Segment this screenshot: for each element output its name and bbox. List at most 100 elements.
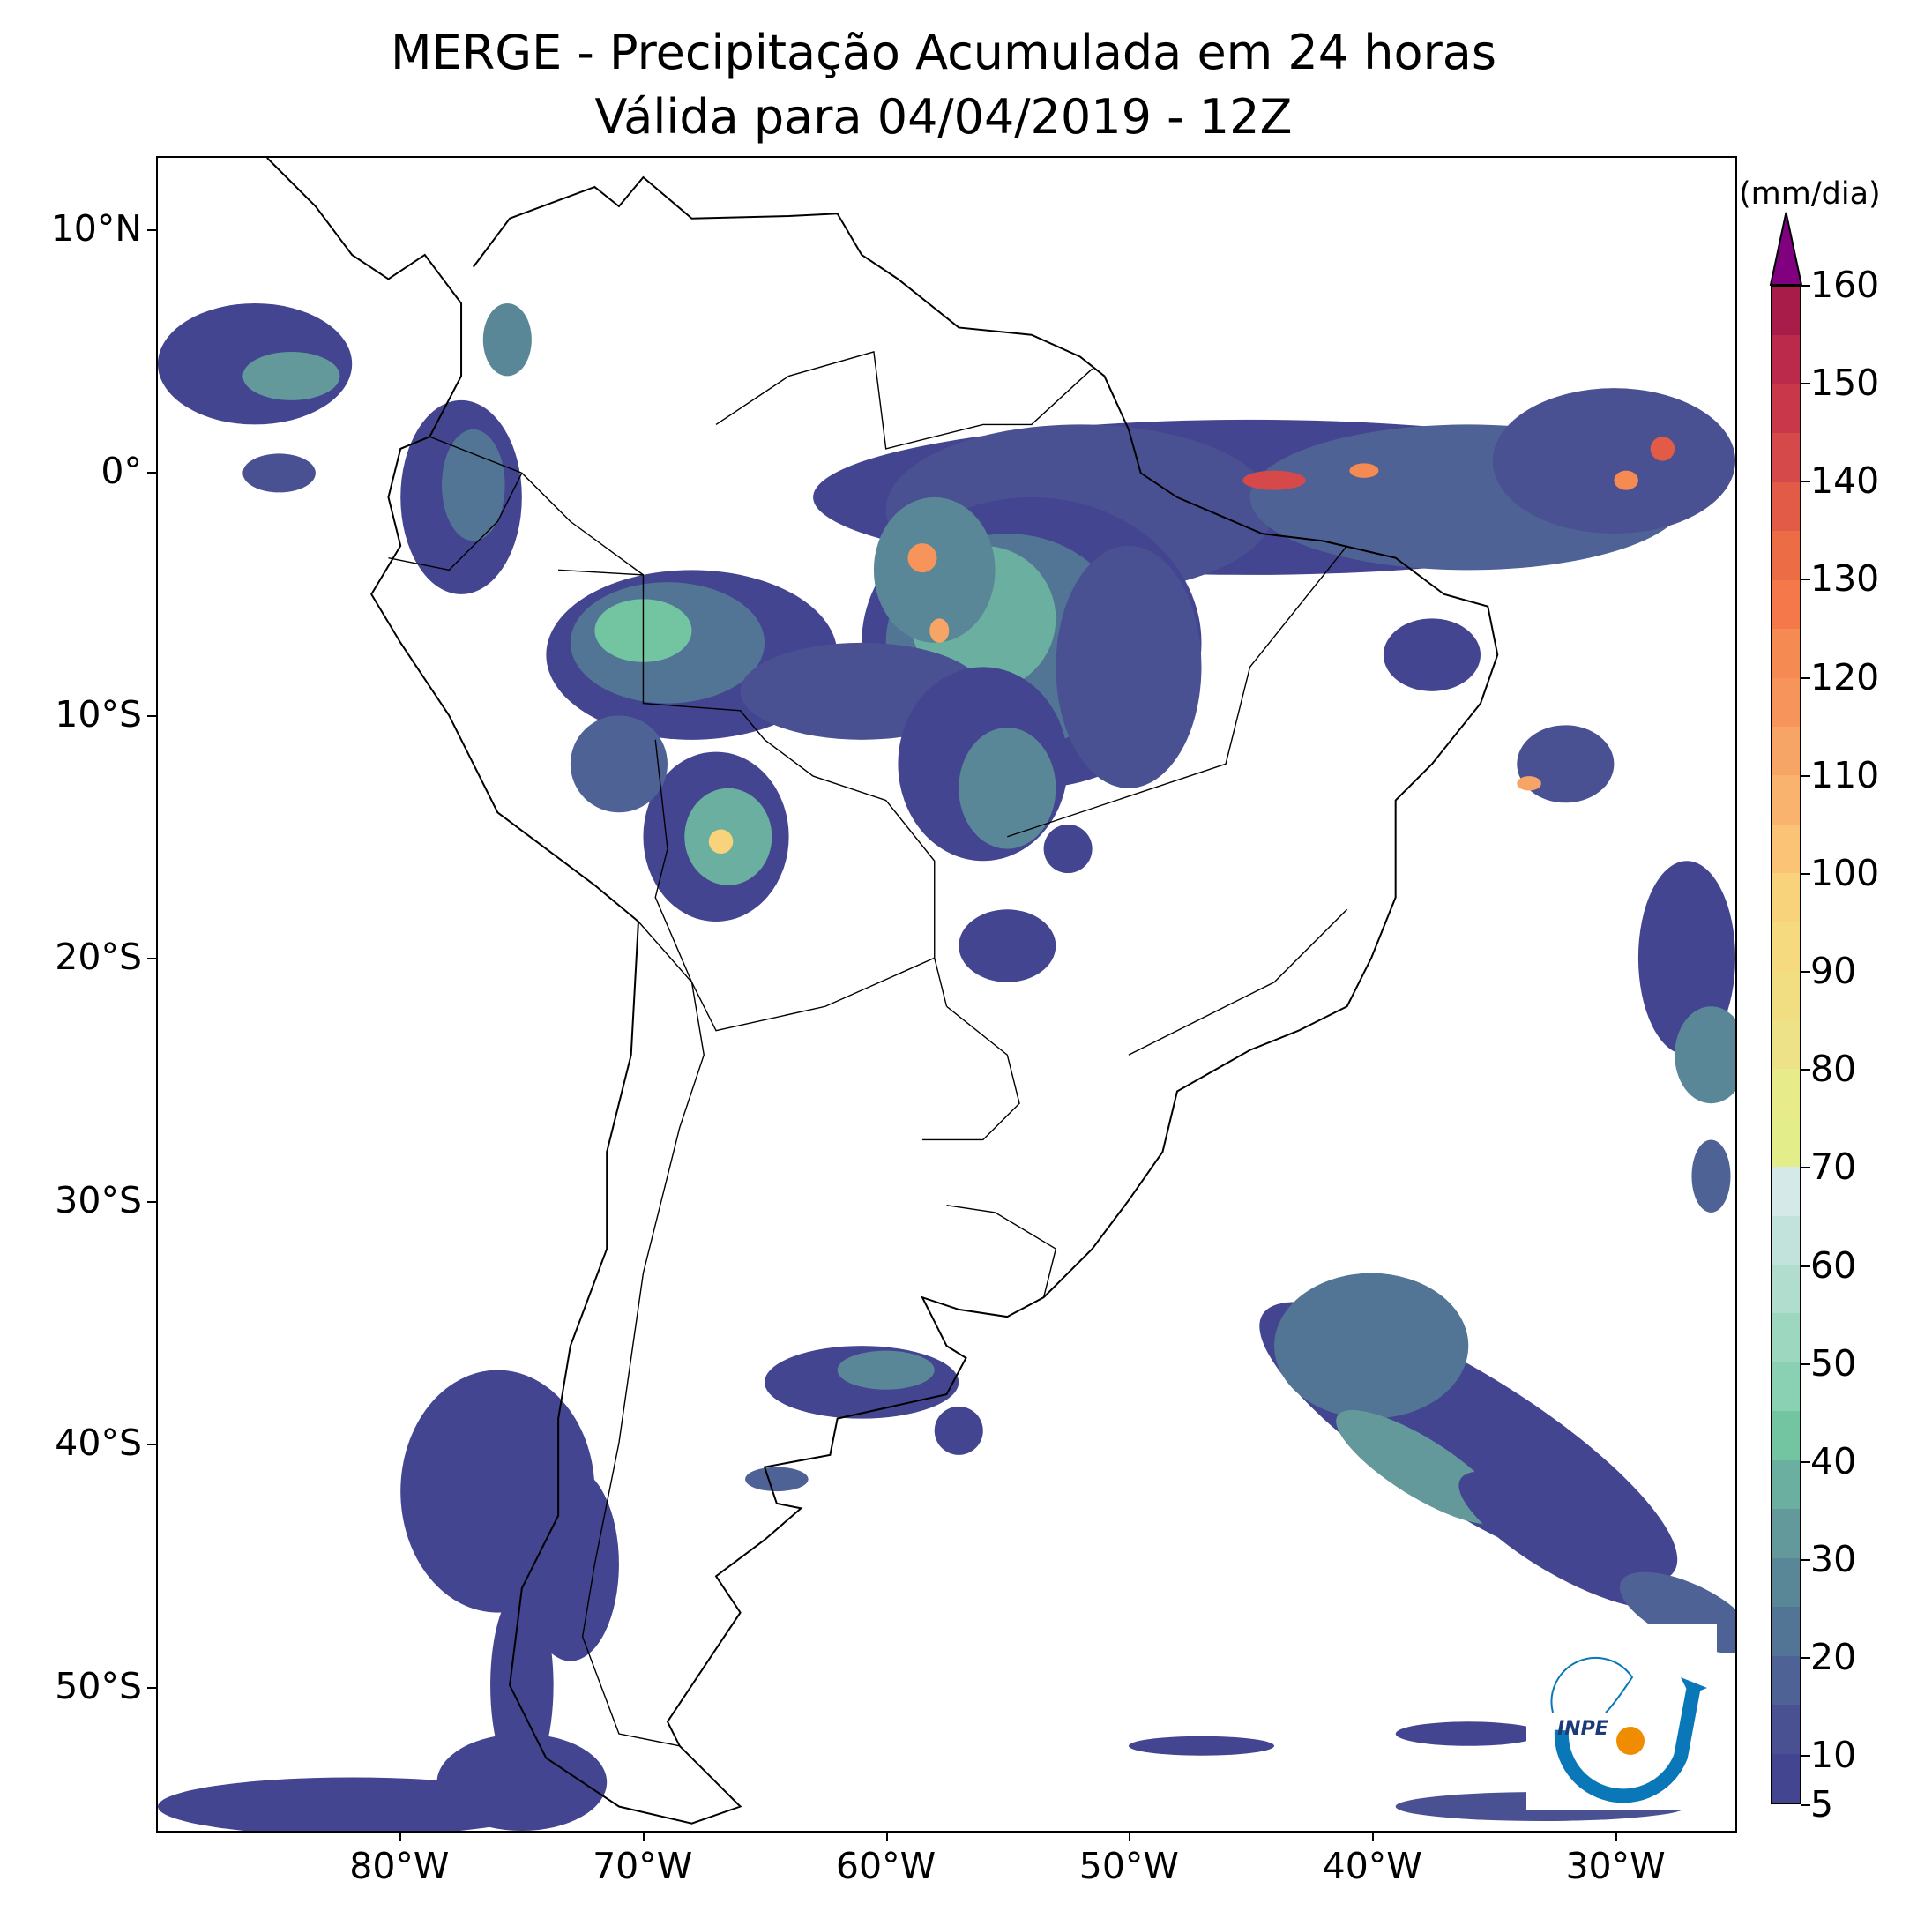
colorbar-tick-mark bbox=[1801, 1362, 1810, 1365]
lat-tick-mark bbox=[147, 228, 156, 231]
lon-tick-mark bbox=[399, 1833, 401, 1841]
precip-area bbox=[1458, 1471, 1673, 1609]
lat-tick-label: 30°S bbox=[55, 1178, 142, 1221]
colorbar-tick-mark bbox=[1801, 1804, 1810, 1806]
colorbar-segment bbox=[1772, 1607, 1800, 1656]
colorbar-segment bbox=[1772, 1362, 1800, 1412]
colorbar-extend-arrow bbox=[1769, 212, 1803, 286]
precip-area bbox=[570, 715, 668, 813]
colorbar-tick-label: 90 bbox=[1810, 950, 1857, 993]
country-border bbox=[1007, 546, 1346, 837]
precip-area bbox=[242, 453, 316, 493]
precipitation-map: INPE bbox=[156, 156, 1737, 1833]
precip-area bbox=[1395, 1721, 1541, 1746]
precip-area bbox=[1614, 470, 1638, 490]
lon-tick-mark bbox=[1615, 1833, 1618, 1841]
colorbar-tick-label: 50 bbox=[1810, 1341, 1857, 1385]
colorbar-tick-label: 150 bbox=[1810, 362, 1880, 405]
colorbar-segment bbox=[1772, 677, 1800, 728]
lat-tick-mark bbox=[147, 472, 156, 474]
colorbar-tick-label: 160 bbox=[1810, 264, 1880, 306]
colorbar-segment bbox=[1772, 971, 1800, 1020]
colorbar-tick-label: 140 bbox=[1810, 459, 1880, 503]
colorbar-segment bbox=[1772, 579, 1800, 630]
colorbar-segment bbox=[1772, 629, 1800, 678]
colorbar bbox=[1771, 285, 1801, 1804]
precip-area bbox=[934, 1406, 983, 1455]
coastline bbox=[267, 158, 1497, 1824]
precip-area bbox=[1274, 1273, 1469, 1419]
country-border bbox=[388, 473, 521, 570]
colorbar-tick-mark bbox=[1801, 1167, 1810, 1169]
colorbar-tick-label: 40 bbox=[1810, 1439, 1857, 1482]
colorbar-tick-label: 10 bbox=[1810, 1734, 1857, 1777]
colorbar-tick-mark bbox=[1801, 1069, 1810, 1071]
precip-area bbox=[837, 1350, 935, 1390]
country-border bbox=[583, 922, 705, 1746]
colorbar-tick-mark bbox=[1801, 1657, 1810, 1660]
colorbar-segment bbox=[1772, 1117, 1800, 1168]
lon-tick-label: 40°W bbox=[1322, 1845, 1422, 1887]
colorbar-segment bbox=[1772, 1265, 1800, 1314]
precip-area bbox=[482, 302, 532, 377]
colorbar-tick-label: 20 bbox=[1810, 1636, 1857, 1679]
precip-area bbox=[708, 829, 734, 855]
chart-title: MERGE - Precipitação Acumulada em 24 hor… bbox=[391, 25, 1496, 80]
colorbar-tick-label: 120 bbox=[1810, 655, 1880, 698]
lat-tick-label: 10°N bbox=[50, 206, 142, 250]
colorbar-segment bbox=[1772, 1459, 1800, 1510]
colorbar-tick-label: 100 bbox=[1810, 851, 1880, 894]
precip-area bbox=[1043, 825, 1093, 874]
country-border bbox=[429, 437, 643, 575]
lon-tick-mark bbox=[642, 1833, 645, 1841]
colorbar-tick-label: 80 bbox=[1810, 1048, 1857, 1091]
lon-tick-label: 60°W bbox=[835, 1845, 936, 1887]
lat-tick-mark bbox=[147, 1444, 156, 1446]
colorbar-segment bbox=[1772, 1167, 1800, 1216]
lon-tick-mark bbox=[1372, 1833, 1375, 1841]
precip-area bbox=[442, 429, 505, 541]
lat-tick-label: 40°S bbox=[55, 1422, 142, 1465]
precip-area bbox=[490, 1588, 554, 1783]
precip-area bbox=[1650, 437, 1675, 461]
precip-area bbox=[1675, 1006, 1735, 1104]
lat-tick-label: 50°S bbox=[55, 1664, 142, 1707]
colorbar-tick-label: 5 bbox=[1810, 1783, 1834, 1825]
lon-tick-label: 50°W bbox=[1078, 1845, 1179, 1887]
colorbar-tick-mark bbox=[1801, 579, 1810, 581]
precip-area bbox=[959, 909, 1056, 982]
colorbar-tick-label: 70 bbox=[1810, 1146, 1857, 1189]
inpe-logo: INPE bbox=[1526, 1624, 1717, 1810]
colorbar-tick-label: 110 bbox=[1810, 753, 1880, 796]
colorbar-tick-label: 60 bbox=[1810, 1243, 1857, 1287]
colorbar-tick-mark bbox=[1801, 481, 1810, 483]
precip-area bbox=[1128, 1736, 1275, 1756]
country-border bbox=[716, 352, 1093, 449]
precip-area bbox=[1056, 545, 1202, 788]
precipitation-layer bbox=[158, 302, 1735, 1831]
colorbar-segment bbox=[1772, 335, 1800, 384]
colorbar-segment bbox=[1772, 1313, 1800, 1362]
precip-area bbox=[1517, 725, 1615, 803]
colorbar-segment bbox=[1772, 922, 1800, 972]
colorbar-segment bbox=[1772, 1705, 1800, 1754]
colorbar-segment bbox=[1772, 384, 1800, 434]
lat-tick-mark bbox=[147, 1200, 156, 1203]
lon-tick-mark bbox=[1129, 1833, 1131, 1841]
colorbar-tick-label: 130 bbox=[1810, 557, 1880, 601]
colorbar-segment bbox=[1772, 481, 1800, 532]
colorbar-segment bbox=[1772, 824, 1800, 874]
colorbar-tick-mark bbox=[1801, 676, 1810, 679]
country-border bbox=[922, 1006, 1019, 1139]
country-border bbox=[947, 1206, 1056, 1297]
colorbar-segment bbox=[1772, 531, 1800, 580]
colorbar-segment bbox=[1772, 1215, 1800, 1265]
colorbar-segment bbox=[1772, 727, 1800, 776]
coastline-layer bbox=[267, 158, 1497, 1824]
lon-tick-mark bbox=[885, 1833, 888, 1841]
country-border bbox=[558, 570, 946, 1006]
precip-area bbox=[929, 618, 950, 643]
colorbar-tick-mark bbox=[1801, 971, 1810, 974]
colorbar-segment bbox=[1772, 1509, 1800, 1558]
country-border bbox=[1129, 909, 1347, 1055]
